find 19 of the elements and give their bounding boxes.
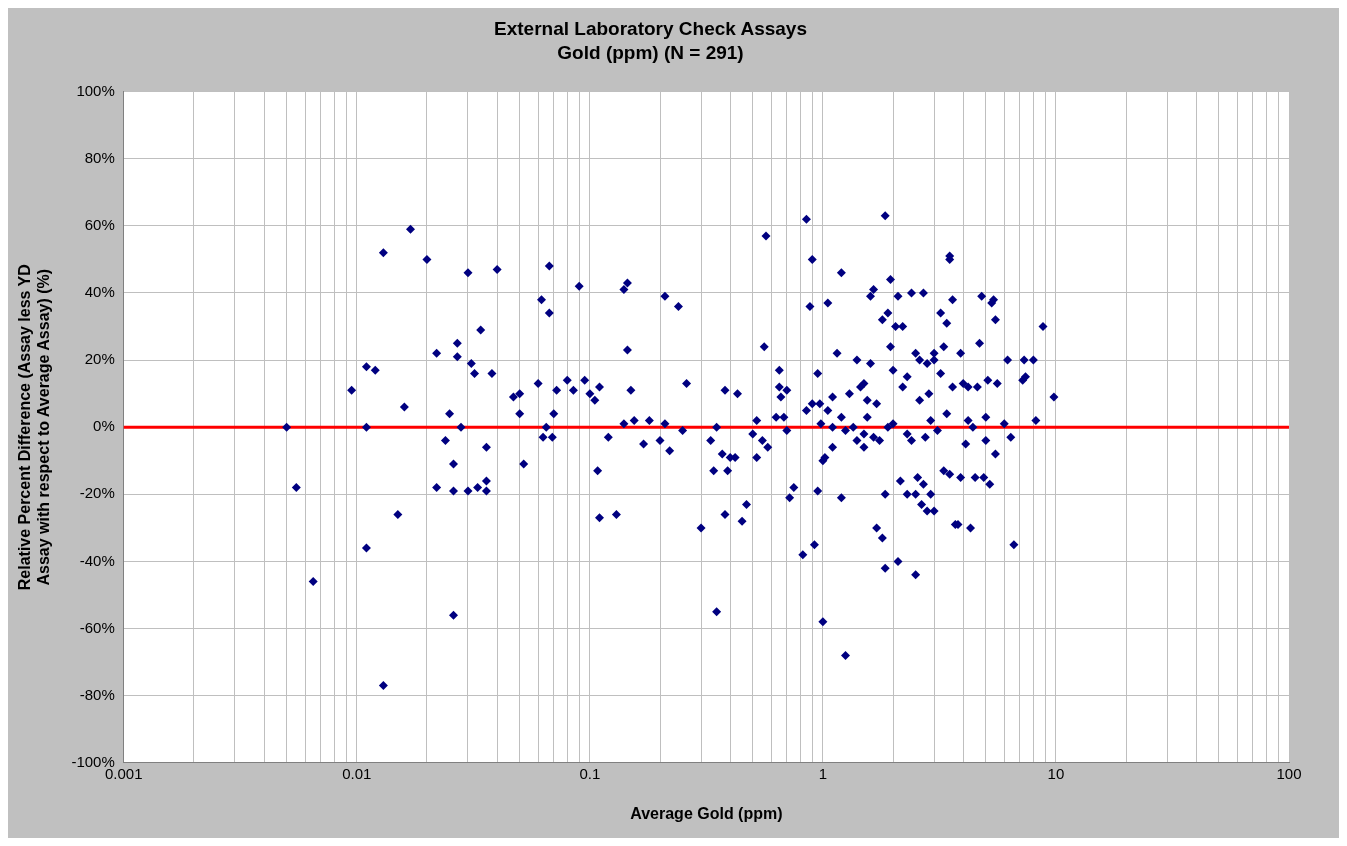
y-tick-label: 80%	[84, 148, 115, 166]
x-tick-label: 100	[1276, 764, 1302, 782]
x-tick-label: 0.1	[579, 764, 601, 782]
y-tick-label: 100%	[76, 81, 115, 99]
y-axis-title: Relative Percent Difference (Assay less YD Assay with respect to Average Assay) (%)	[16, 264, 53, 591]
chart-subtitle: Gold (ppm) (N = 291)	[557, 42, 744, 64]
y-tick-label: -20%	[79, 484, 115, 502]
y-tick-label: 40%	[84, 283, 115, 301]
x-tick-label: 1	[818, 764, 828, 782]
y-tick-label: -40%	[79, 551, 115, 569]
x-axis-title: Average Gold (ppm)	[630, 804, 783, 822]
y-tick-label: 20%	[84, 350, 115, 368]
y-tick-label: -60%	[79, 618, 115, 636]
y-tick-label: 60%	[84, 215, 115, 233]
x-tick-label: 10	[1047, 764, 1065, 782]
chart-title: External Laboratory Check Assays	[494, 17, 807, 39]
x-tick-label: 0.01	[342, 764, 372, 782]
y-tick-label: -80%	[79, 685, 115, 703]
y-tick-label: 0%	[93, 417, 115, 435]
